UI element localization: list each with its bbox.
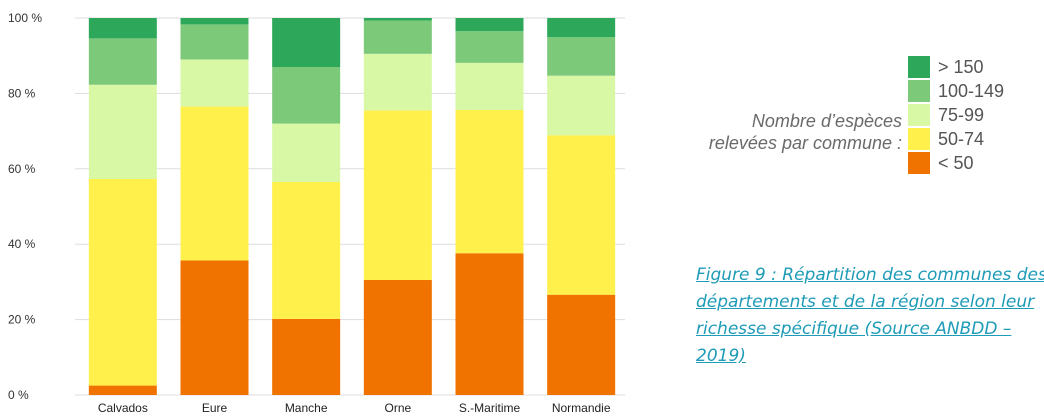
legend-label: < 50 [938, 152, 974, 173]
caption-line-4: 2019) [696, 346, 746, 366]
legend-swatch [908, 56, 930, 78]
legend-item-50-74: 50-74 [908, 128, 1004, 150]
caption-line-2: départements et de la région selon leur [696, 292, 1035, 312]
bar-segment [455, 109, 524, 254]
bar-segment [455, 62, 524, 110]
caption-line-1: Figure 9 : Répartition des communes des [696, 265, 1044, 285]
y-tick-label: 40 % [8, 237, 36, 251]
legend-item-75-99: 75-99 [908, 104, 1004, 126]
y-tick-label: 20 % [8, 313, 36, 327]
x-category-label: Calvados [98, 401, 148, 415]
legend-swatch [908, 152, 930, 174]
bar-segment [272, 181, 341, 319]
bar-segment [363, 280, 432, 395]
legend: > 150 100-149 75-99 50-74 < 50 [908, 56, 1004, 176]
bar-segment [547, 18, 616, 38]
bar-segment [180, 59, 249, 107]
legend-label: > 150 [938, 56, 984, 77]
bar-segment [272, 318, 341, 395]
legend-title-line-2: relevées par commune : [708, 133, 902, 153]
bar-segment [180, 260, 249, 395]
legend-swatch [908, 80, 930, 102]
bar-segment [272, 123, 341, 182]
bar-segment [455, 31, 524, 63]
y-tick-label: 0 % [8, 388, 29, 402]
bar-segment [455, 18, 524, 32]
legend-swatch [908, 128, 930, 150]
x-category-label: Orne [384, 401, 411, 415]
bar-segment [363, 110, 432, 281]
bar-segment [272, 18, 341, 68]
y-tick-label: 100 % [8, 11, 42, 25]
legend-label: 50-74 [938, 128, 985, 149]
bar-segment [547, 135, 616, 295]
bar-segment [180, 106, 249, 261]
caption-line-3: richesse spécifique (Source ANBDD – [696, 319, 1012, 339]
y-tick-label: 60 % [8, 162, 36, 176]
bar-segment [272, 67, 341, 124]
bar-segment [547, 75, 616, 136]
legend-swatch [908, 104, 930, 126]
legend-label: 75-99 [938, 104, 985, 125]
bar-segment [363, 20, 432, 54]
legend-label: 100-149 [938, 80, 1005, 101]
bar-segment [547, 37, 616, 76]
legend-title: Nombre d’espèces relevées par commune : [640, 110, 902, 154]
legend-item-100-149: 100-149 [908, 80, 1004, 102]
x-category-label: Eure [202, 401, 228, 415]
bar-segment [363, 53, 432, 111]
y-tick-label: 80 % [8, 86, 36, 100]
x-category-label: Normandie [552, 401, 611, 415]
legend-item-lt-50: < 50 [908, 152, 1004, 174]
bar-segment [88, 18, 157, 39]
x-category-label: S.-Maritime [459, 401, 521, 415]
bar-segment [88, 385, 157, 395]
bar-segment [363, 18, 432, 21]
bar-segment [455, 253, 524, 395]
bar-segment [180, 24, 249, 60]
x-category-label: Manche [285, 401, 328, 415]
figure-caption[interactable]: Figure 9 : Répartition des communes des … [696, 262, 1044, 370]
bar-segment [88, 38, 157, 85]
bar-segment [180, 18, 249, 25]
bar-segment [547, 294, 616, 395]
stacked-bar-chart: 0 % 20 % 40 % 60 % 80 % 100 % Calvados Eure Manc… [8, 11, 625, 415]
bar-segment [88, 84, 157, 179]
legend-item-gt-150: > 150 [908, 56, 1004, 78]
bar-segment [88, 178, 157, 386]
legend-title-line-1: Nombre d’espèces [751, 111, 902, 131]
